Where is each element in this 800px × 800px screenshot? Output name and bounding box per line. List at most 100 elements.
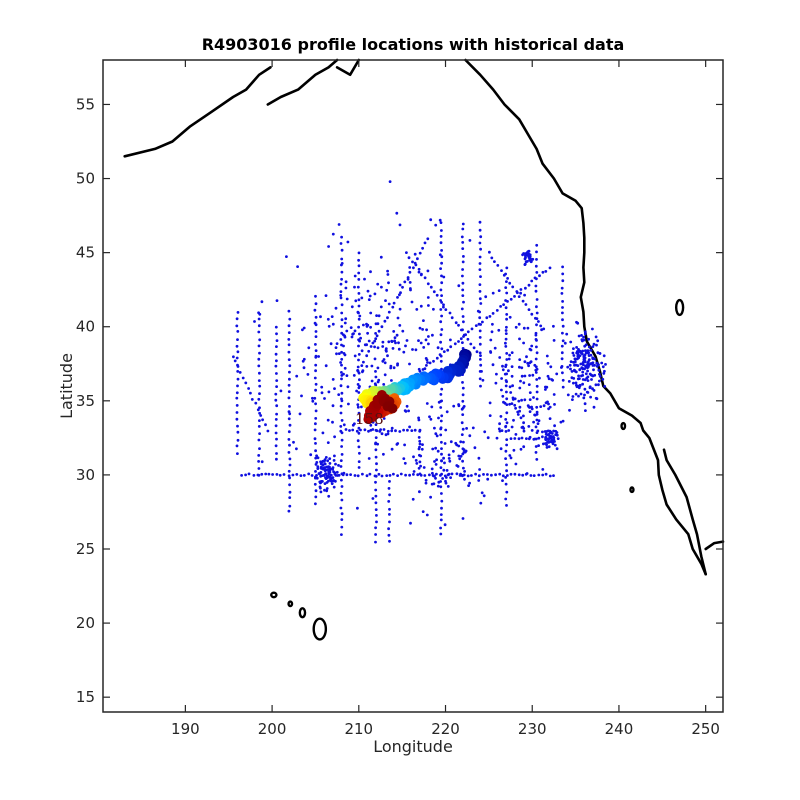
historical-point xyxy=(257,330,261,334)
historical-point xyxy=(325,474,329,478)
historical-point xyxy=(520,366,524,370)
historical-point xyxy=(257,324,261,328)
historical-point xyxy=(585,376,589,380)
historical-point xyxy=(373,345,376,349)
historical-point xyxy=(314,409,318,413)
historical-point xyxy=(382,383,386,386)
historical-point xyxy=(340,478,343,482)
historical-point xyxy=(258,392,261,395)
historical-point xyxy=(563,341,567,345)
historical-point xyxy=(257,473,261,477)
historical-point xyxy=(258,371,261,375)
historical-point xyxy=(504,337,508,341)
historical-point xyxy=(390,379,393,382)
historical-point xyxy=(486,436,490,440)
historical-point xyxy=(257,397,261,401)
historical-point xyxy=(544,442,547,445)
historical-point xyxy=(504,329,508,332)
y-axis-label: Latitude xyxy=(57,353,76,419)
historical-point xyxy=(244,381,248,385)
historical-point xyxy=(439,333,443,337)
historical-point xyxy=(288,483,291,487)
historical-point xyxy=(473,446,477,450)
historical-point xyxy=(424,338,428,342)
historical-point xyxy=(436,346,440,350)
historical-point xyxy=(530,407,534,411)
historical-point xyxy=(522,421,525,425)
historical-point xyxy=(535,390,539,394)
historical-point xyxy=(560,351,564,355)
historical-point xyxy=(453,342,457,346)
historical-point xyxy=(301,328,304,332)
historical-point xyxy=(583,356,586,359)
historical-point xyxy=(586,351,590,355)
historical-point xyxy=(510,374,514,378)
historical-point xyxy=(388,520,391,524)
historical-point xyxy=(367,457,371,460)
historical-point xyxy=(530,312,534,316)
historical-point xyxy=(527,425,531,428)
historical-point xyxy=(520,436,524,440)
historical-point xyxy=(549,365,553,369)
historical-point xyxy=(236,311,240,314)
historical-point xyxy=(411,348,414,351)
historical-point xyxy=(521,473,525,477)
historical-point xyxy=(410,300,414,304)
historical-point xyxy=(552,474,555,477)
historical-point xyxy=(505,397,509,401)
historical-point xyxy=(504,286,508,289)
historical-point xyxy=(358,332,361,336)
historical-point xyxy=(416,257,419,261)
historical-point xyxy=(376,442,379,446)
y-tick-label: 45 xyxy=(76,244,95,262)
historical-point xyxy=(326,441,330,444)
historical-point xyxy=(425,513,429,517)
historical-point xyxy=(334,346,338,349)
historical-point xyxy=(388,493,391,497)
historical-point xyxy=(423,241,427,245)
historical-point xyxy=(408,281,412,284)
historical-point xyxy=(534,451,538,454)
historical-point xyxy=(321,463,325,467)
historical-point xyxy=(591,327,594,331)
historical-point xyxy=(538,376,541,380)
historical-point xyxy=(523,398,527,402)
historical-point xyxy=(449,476,452,479)
historical-point xyxy=(433,474,436,478)
historical-point xyxy=(323,459,326,463)
historical-point xyxy=(324,472,328,476)
island-5 xyxy=(620,421,627,431)
historical-point xyxy=(287,451,291,454)
historical-point xyxy=(380,432,384,436)
historical-point xyxy=(257,438,261,442)
historical-point xyxy=(295,473,299,476)
historical-point xyxy=(379,428,382,431)
historical-point xyxy=(340,485,344,488)
historical-point xyxy=(522,341,525,345)
historical-point xyxy=(430,405,434,409)
historical-point xyxy=(348,429,351,432)
historical-point xyxy=(523,374,527,378)
historical-point xyxy=(429,417,433,421)
historical-point xyxy=(323,397,326,400)
historical-point xyxy=(440,499,444,503)
historical-point xyxy=(549,435,553,438)
historical-point xyxy=(560,357,564,361)
historical-point xyxy=(386,273,390,276)
historical-point xyxy=(339,338,343,341)
historical-point xyxy=(440,249,443,252)
historical-point xyxy=(363,428,367,432)
historical-point xyxy=(517,295,521,298)
historical-point xyxy=(374,337,378,341)
historical-point xyxy=(405,251,408,255)
historical-point xyxy=(483,430,487,434)
historical-point xyxy=(257,425,261,428)
historical-point xyxy=(353,422,356,426)
historical-point xyxy=(461,274,464,278)
historical-point xyxy=(553,443,557,447)
historical-point xyxy=(584,364,587,368)
historical-point xyxy=(582,338,586,342)
historical-point xyxy=(407,256,411,260)
historical-point xyxy=(390,429,394,433)
historical-point xyxy=(319,490,323,494)
